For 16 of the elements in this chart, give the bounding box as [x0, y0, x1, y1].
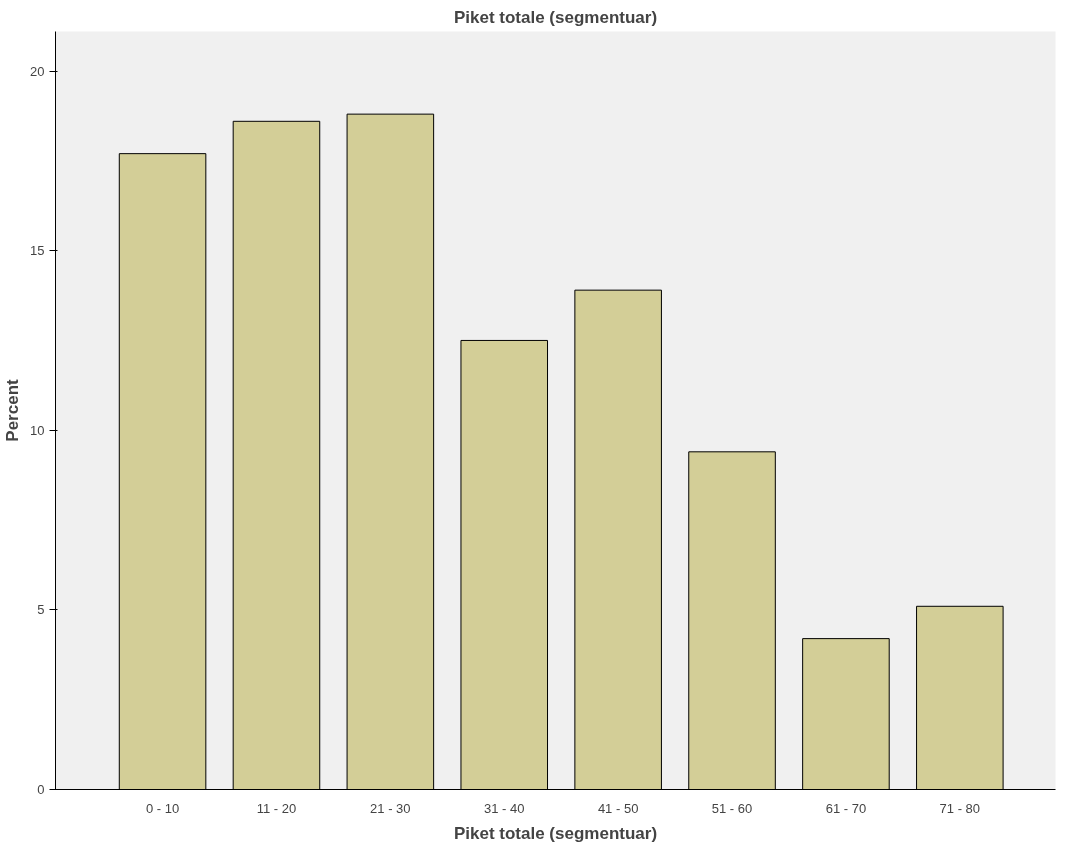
x-tick-label: 21 - 30 — [370, 800, 411, 816]
y-tick-label: 5 — [37, 602, 45, 618]
y-tick-label: 10 — [30, 422, 45, 438]
chart-title: Piket totale (segmentuar) — [453, 7, 658, 27]
x-tick-label: 31 - 40 — [484, 800, 525, 816]
x-tick-label: 0 - 10 — [145, 800, 180, 816]
y-tick-label: 20 — [30, 63, 45, 79]
x-tick-label: 51 - 60 — [711, 800, 753, 816]
x-tick-label: 11 - 20 — [256, 800, 297, 816]
x-tick-label: 71 - 80 — [939, 800, 981, 816]
y-tick-label: 0 — [37, 782, 45, 797]
x-tick-label: 61 - 70 — [825, 800, 867, 816]
x-tick-label: 41 - 50 — [597, 800, 639, 816]
x-axis-title: Piket totale (segmentuar) — [453, 823, 658, 843]
y-tick-label: 15 — [30, 243, 45, 259]
y-axis-title: Percent — [3, 378, 23, 442]
